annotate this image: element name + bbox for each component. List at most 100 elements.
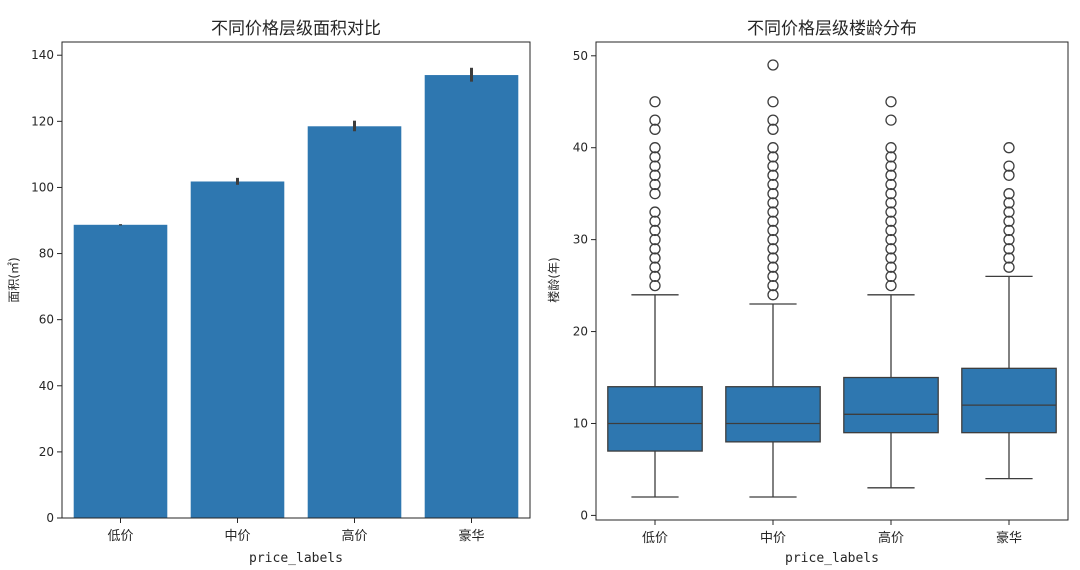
outlier-point <box>885 206 897 218</box>
outlier-point <box>885 261 897 273</box>
bar-chart-ylabel: 面积(㎡) <box>7 257 21 302</box>
outlier-point <box>885 96 897 108</box>
outlier-point <box>649 270 661 283</box>
outlier-point <box>1003 243 1015 255</box>
box-chart-x-ticks: 低价 中价 高价 豪华 <box>642 520 1022 546</box>
outlier-point <box>649 169 661 181</box>
outlier-point <box>767 114 779 126</box>
outlier-point <box>767 96 779 108</box>
outlier-point <box>1003 142 1015 154</box>
outlier-point <box>885 169 897 181</box>
y-tick-label: 20 <box>39 445 54 459</box>
outlier-point <box>885 279 897 292</box>
bar-chart-x-ticks: 低价 中价 高价 豪华 <box>107 518 485 544</box>
bar <box>190 181 285 518</box>
outlier-point <box>1003 160 1015 172</box>
bar-chart-frame <box>61 41 531 519</box>
y-tick-label: 20 <box>573 325 588 339</box>
outlier-point <box>649 215 661 227</box>
outlier-point <box>767 206 779 218</box>
outlier-point <box>885 197 897 209</box>
y-tick-label: 60 <box>39 313 54 327</box>
outlier-point <box>649 252 661 264</box>
outlier-point <box>767 59 779 71</box>
outlier-point <box>767 188 779 200</box>
outlier-point <box>1003 233 1015 246</box>
x-tick-label: 中价 <box>760 531 786 546</box>
bar <box>307 126 402 519</box>
bar-chart-title: 不同价格层级面积对比 <box>211 19 381 39</box>
bar-chart-xlabel: price_labels <box>249 551 343 566</box>
box-chart-frame <box>595 41 1069 521</box>
y-tick-label: 120 <box>31 114 54 128</box>
bar-chart-y-ticks: 0 20 40 60 80 100 120 140 <box>31 48 62 525</box>
box-chart: 不同价格层级楼龄分布 0 10 20 30 40 50 低价 中价 高价 豪华 楼龄(年) pr… <box>546 19 1069 566</box>
outlier-point <box>649 279 661 292</box>
box-chart-title: 不同价格层级楼龄分布 <box>747 19 917 39</box>
outlier-point <box>649 233 661 246</box>
outlier-point <box>1003 215 1015 227</box>
outlier-point <box>649 142 661 154</box>
y-tick-label: 0 <box>580 508 588 522</box>
box <box>843 376 939 434</box>
outlier-point <box>767 160 779 172</box>
box <box>961 367 1057 434</box>
x-tick-label: 豪华 <box>458 528 484 544</box>
box-chart-marks <box>607 59 1057 498</box>
outlier-point <box>1003 206 1015 218</box>
y-tick-label: 80 <box>39 247 54 261</box>
outlier-point <box>885 270 897 283</box>
outlier-point <box>885 224 897 237</box>
y-tick-label: 50 <box>573 49 588 63</box>
outlier-point <box>649 188 661 200</box>
outlier-point <box>649 206 661 218</box>
outlier-point <box>649 160 661 172</box>
outlier-point <box>885 233 897 246</box>
y-tick-label: 10 <box>573 416 588 430</box>
outlier-point <box>767 270 779 283</box>
outlier-point <box>649 224 661 237</box>
bar <box>73 224 168 518</box>
outlier-point <box>1003 169 1015 181</box>
outlier-point <box>885 142 897 154</box>
bar-chart-marks <box>73 67 519 519</box>
outlier-point <box>1003 197 1015 209</box>
y-tick-label: 40 <box>39 379 54 393</box>
outlier-point <box>767 123 779 135</box>
outlier-point <box>1003 261 1015 273</box>
outlier-point <box>767 243 779 255</box>
x-tick-label: 高价 <box>341 528 367 544</box>
outlier-point <box>1003 252 1015 264</box>
outlier-point <box>767 142 779 154</box>
outlier-point <box>649 261 661 273</box>
box-chart-xlabel: price_labels <box>785 551 879 566</box>
x-tick-label: 低价 <box>107 529 133 544</box>
outlier-point <box>767 261 779 273</box>
y-tick-label: 30 <box>573 233 588 247</box>
box-chart-ylabel: 楼龄(年) <box>546 257 561 302</box>
x-tick-label: 豪华 <box>996 530 1022 546</box>
outlier-point <box>885 243 897 255</box>
outlier-point <box>1003 188 1015 200</box>
outlier-point <box>767 252 779 264</box>
outlier-point <box>767 197 779 209</box>
outlier-point <box>649 243 661 255</box>
outlier-point <box>767 169 779 181</box>
x-tick-label: 高价 <box>878 530 904 546</box>
outlier-point <box>767 289 779 301</box>
outlier-point <box>649 178 661 191</box>
outlier-point <box>767 224 779 237</box>
outlier-point <box>767 233 779 246</box>
outlier-point <box>649 123 661 135</box>
outlier-point <box>885 151 897 163</box>
outlier-point <box>885 188 897 200</box>
outlier-point <box>885 160 897 172</box>
box <box>607 386 703 452</box>
y-tick-label: 140 <box>31 48 54 62</box>
outlier-point <box>767 215 779 227</box>
outlier-point <box>767 279 779 292</box>
x-tick-label: 低价 <box>642 531 668 546</box>
outlier-point <box>1003 224 1015 237</box>
outlier-point <box>885 178 897 191</box>
